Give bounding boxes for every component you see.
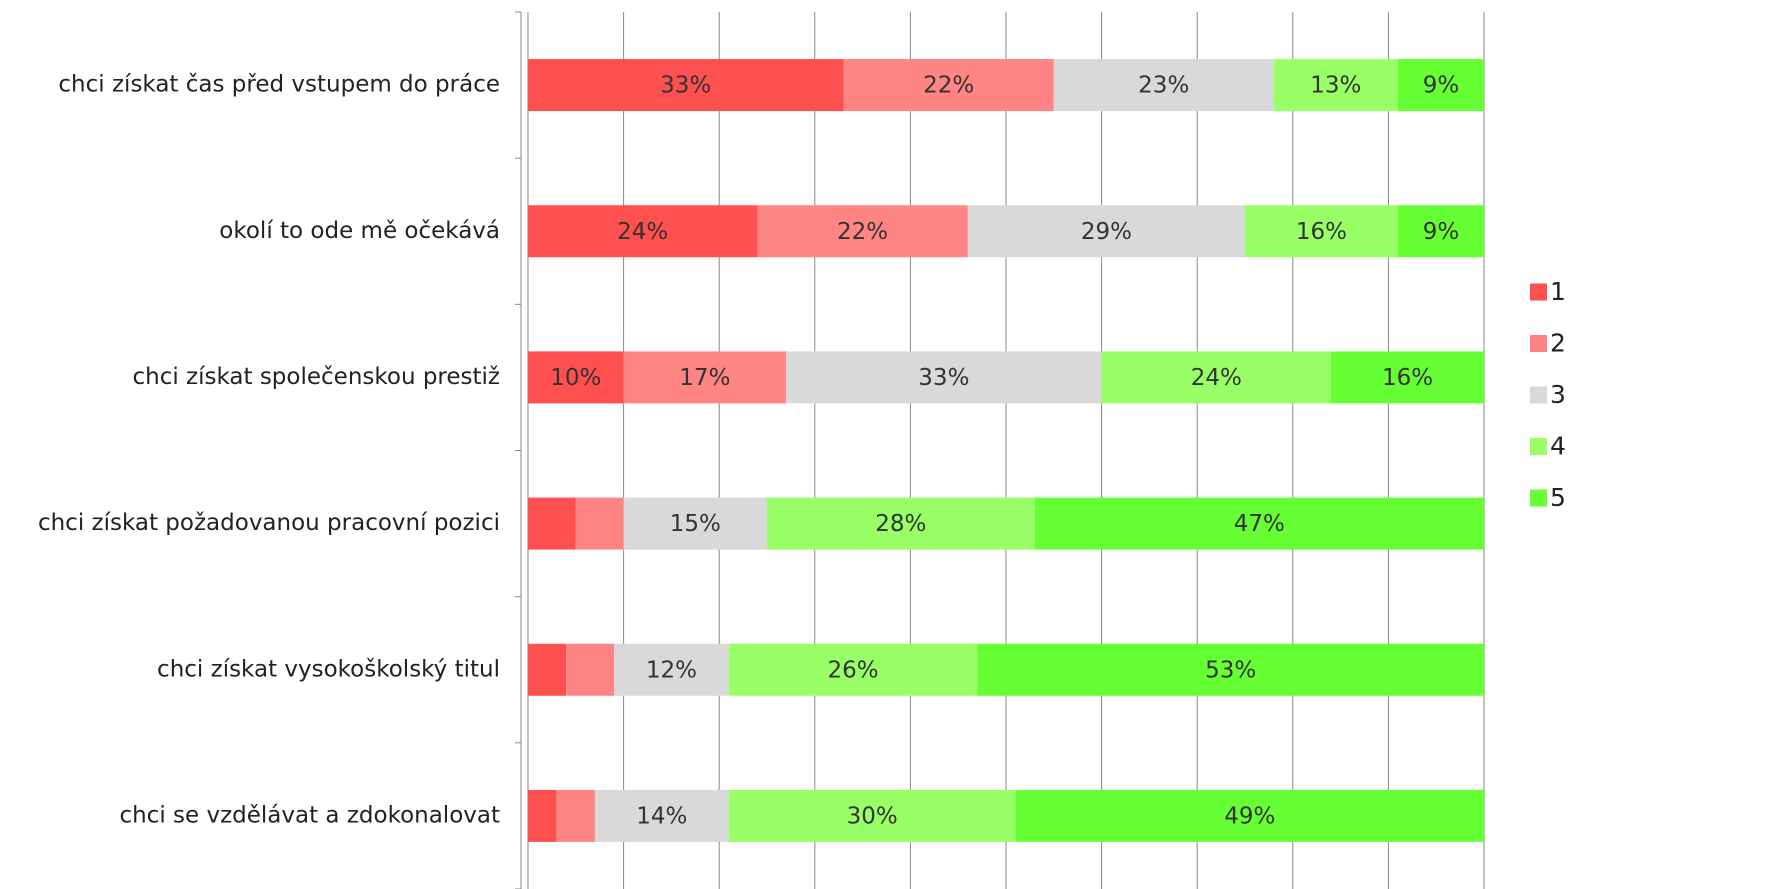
category-label: okolí to ode mě očekává (219, 218, 500, 244)
bar-segment (623, 351, 787, 404)
data-label: 10% (550, 365, 601, 391)
bar-segment (1034, 497, 1484, 550)
data-label: 49% (1224, 803, 1275, 829)
legend-swatch (1530, 489, 1547, 507)
data-label: 23% (1138, 73, 1189, 99)
data-label: 24% (617, 219, 668, 245)
bar-segment (528, 205, 758, 258)
data-label: 13% (1310, 73, 1361, 99)
bar-segment (757, 205, 968, 258)
bar-segment (1015, 789, 1484, 842)
bar-segment (967, 205, 1245, 258)
bar-segment (767, 497, 1035, 550)
bar-segment (728, 643, 978, 696)
bar-segment (566, 643, 615, 696)
bar-segment (528, 789, 557, 842)
legend-swatch (1530, 386, 1547, 404)
bar-segment (594, 789, 729, 842)
legend-label: 5 (1550, 483, 1566, 512)
data-label: 12% (646, 657, 697, 683)
bar-segment (575, 497, 624, 550)
legend-label: 1 (1550, 277, 1566, 306)
data-label: 29% (1081, 219, 1132, 245)
data-label: 16% (1296, 219, 1347, 245)
category-label: chci získat čas před vstupem do práce (58, 72, 500, 98)
data-label: 16% (1382, 365, 1433, 391)
data-label: 26% (827, 657, 878, 683)
data-label: 9% (1423, 73, 1460, 99)
data-label: 24% (1191, 365, 1242, 391)
data-label: 22% (923, 73, 974, 99)
data-label: 28% (875, 511, 926, 537)
data-label: 47% (1234, 511, 1285, 537)
legend-swatch (1530, 283, 1547, 301)
bar-segment (1397, 59, 1484, 112)
category-label: chci získat vysokoškolský titul (157, 656, 500, 682)
bar-segment (1397, 205, 1484, 258)
category-label: chci získat společenskou prestiž (132, 364, 500, 390)
bar-segment (1245, 205, 1398, 258)
data-label: 53% (1205, 657, 1256, 683)
data-label: 14% (636, 803, 687, 829)
data-label: 15% (670, 511, 721, 537)
data-label: 9% (1423, 219, 1460, 245)
bar-segment (977, 643, 1484, 696)
bar-segment (1331, 351, 1484, 404)
bar-segment (528, 643, 567, 696)
bar-segment (1273, 59, 1398, 112)
legend-swatch (1530, 335, 1547, 352)
bar-segment (556, 789, 595, 842)
category-label: chci získat požadovanou pracovní pozici (38, 510, 500, 536)
legend-label: 3 (1550, 380, 1566, 409)
legend-label: 4 (1550, 432, 1566, 461)
bar-segment (1053, 59, 1274, 112)
bar-segment (528, 497, 576, 550)
bar-segment (623, 497, 767, 550)
bar-segment (728, 789, 1016, 842)
data-label: 33% (918, 365, 969, 391)
bar-segment (1101, 351, 1332, 404)
bar-segment (614, 643, 729, 696)
bar-segment (843, 59, 1054, 112)
legend-swatch (1530, 438, 1547, 455)
bar-segment (528, 59, 844, 112)
bar-segment (528, 351, 624, 404)
data-label: 22% (837, 219, 888, 245)
data-label: 17% (679, 365, 730, 391)
category-label: chci se vzdělávat a zdokonalovat (119, 802, 500, 828)
legend-label: 2 (1550, 329, 1566, 358)
bar-segment (786, 351, 1102, 404)
data-label: 30% (847, 803, 898, 829)
data-label: 33% (660, 73, 711, 99)
